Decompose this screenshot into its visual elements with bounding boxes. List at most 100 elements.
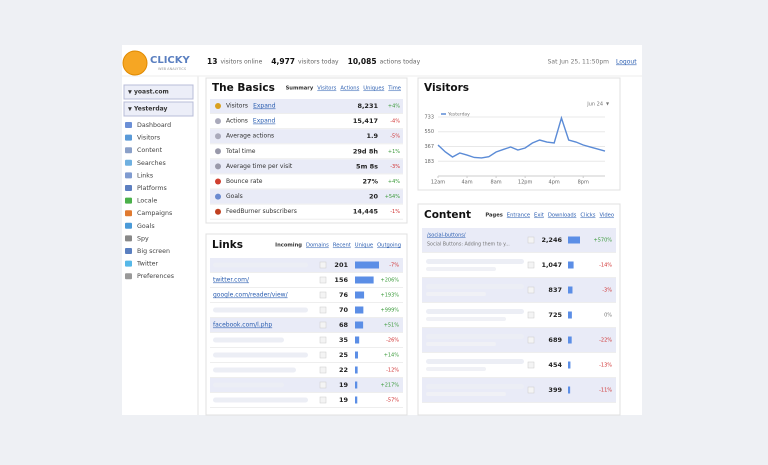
nav-item[interactable]: Visitors [137,135,160,142]
expand-button[interactable] [319,351,327,359]
expand-button[interactable] [527,336,535,344]
row-label: Goals [226,193,243,200]
tab[interactable]: Clicks [580,213,595,219]
link-count: 156 [334,276,348,284]
chart-date[interactable]: Jun 24 [586,102,603,108]
content-panel [417,203,621,416]
expand-button[interactable] [319,291,327,299]
x-tick-label: 4am [461,180,472,186]
count-bar [568,261,574,269]
y-tick-label: 367 [424,144,434,150]
row-bg [210,318,403,332]
nav-item[interactable]: Links [137,172,153,179]
tab[interactable]: Visitors [317,86,336,92]
page-count: 725 [548,311,562,319]
page-label[interactable]: /social-buttons/ [427,233,466,239]
tab[interactable]: Domains [306,243,329,249]
expand-button[interactable] [319,276,327,284]
nav-icon [125,260,132,267]
link-change: +217% [381,383,400,389]
logout[interactable]: Logout [616,59,637,66]
expand-button[interactable] [319,396,327,404]
row-change: +4% [388,179,400,185]
row-bg [422,378,616,402]
tab[interactable]: Unique [355,243,373,249]
link-label[interactable]: twitter.com/ [213,277,250,284]
tab[interactable]: Incoming [275,243,302,249]
nav-item[interactable]: Preferences [137,273,174,280]
row-label: Bounce rate [226,178,263,185]
tab[interactable]: Downloads [548,213,577,219]
tab[interactable]: Video [599,213,614,219]
nav-item[interactable]: Big screen [137,248,170,255]
row-value: 14,445 [353,208,379,216]
hidden-label [213,367,296,373]
row-change: -1% [390,209,400,215]
nav-item[interactable]: Dashboard [137,122,171,129]
site-select[interactable] [123,84,194,100]
tab[interactable]: Recent [333,243,351,249]
tab[interactable]: Exit [534,213,544,219]
row-icon [215,118,221,125]
page-count: 2,246 [541,236,562,244]
expand-button[interactable] [527,386,535,394]
row-label: FeedBurner subscribers [226,208,297,215]
nav-item[interactable]: Twitter [136,261,159,268]
expand-button[interactable] [527,261,535,269]
tab[interactable]: Pages [485,213,502,219]
row-link[interactable]: Expand [253,118,276,125]
count-bar [355,351,358,359]
row-bg [210,159,403,174]
hidden-label [213,382,284,388]
link-count: 35 [339,336,349,344]
visitors-title: Visitors [424,82,469,94]
count-bar [355,291,365,299]
expand-button[interactable] [319,306,327,314]
y-tick-label: 183 [424,159,434,165]
stat-label: visitors online [220,59,262,66]
tab[interactable]: Outgoing [377,243,401,249]
expand-button[interactable] [527,236,535,244]
tab[interactable]: Uniques [363,86,384,92]
stat-value: 10,085 [348,57,377,66]
row-change: +1% [388,149,400,155]
nav-item[interactable]: Content [137,147,163,154]
tab[interactable]: Summary [286,86,314,92]
nav-item[interactable]: Spy [137,235,149,242]
tab[interactable]: Entrance [507,213,530,219]
nav-item[interactable]: Campaigns [137,210,172,217]
page-change: 0% [604,313,612,319]
expand-button[interactable] [527,361,535,369]
date-select[interactable] [123,101,194,117]
nav-icon [125,172,132,179]
expand-button[interactable] [527,286,535,294]
expand-button[interactable] [319,321,327,329]
nav-item[interactable]: Searches [137,160,166,167]
nav-item[interactable]: Locale [137,198,157,205]
link-label[interactable]: google.com/reader/view/ [213,292,289,299]
expand-button[interactable] [319,366,327,374]
basics-panel [205,77,408,224]
count-bar [355,276,374,284]
link-label[interactable]: facebook.com/l.php [213,322,272,329]
hidden-sublabel [426,392,506,396]
link-count: 70 [339,306,349,314]
page-count: 837 [548,286,562,294]
nav-item[interactable]: Platforms [137,185,167,192]
page-count: 1,047 [541,261,562,269]
tab[interactable]: Actions [340,86,359,92]
date-name: Yesterday [133,106,167,113]
row-value: 20 [369,193,379,201]
expand-button[interactable] [319,336,327,344]
expand-button[interactable] [319,261,327,269]
link-change: +193% [381,293,400,299]
row-link[interactable]: Expand [253,103,276,110]
expand-button[interactable] [319,381,327,389]
nav-icon [125,185,132,191]
expand-button[interactable] [527,311,535,319]
link-count: 25 [339,351,349,359]
nav-item[interactable]: Goals [137,223,155,230]
link-count: 22 [339,366,348,374]
row-bg [210,189,403,204]
tab[interactable]: Time [387,86,401,92]
